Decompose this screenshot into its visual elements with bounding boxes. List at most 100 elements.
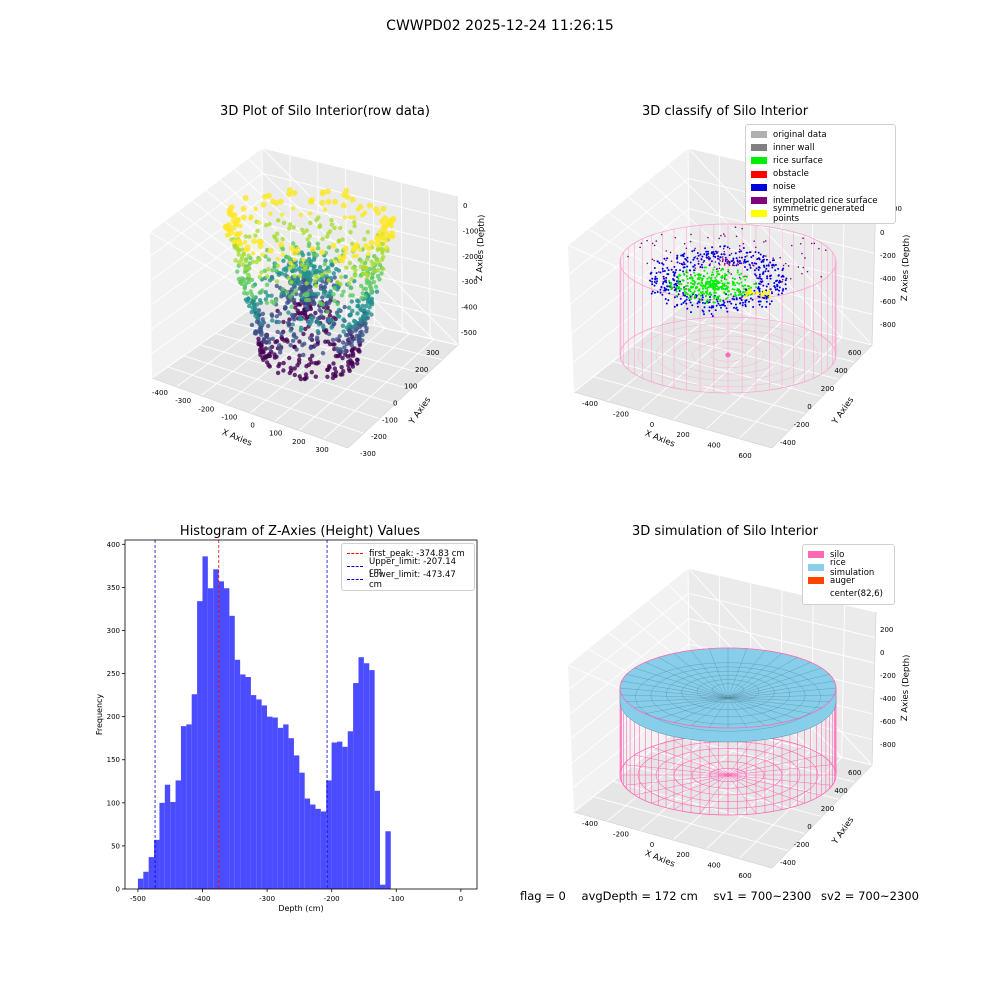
noise-point xyxy=(773,282,776,284)
grid-line xyxy=(667,163,842,338)
data-point xyxy=(266,257,271,262)
data-point xyxy=(253,329,258,334)
legend-entry: Lower_limit: -473.47 cm xyxy=(347,570,468,590)
grid-line xyxy=(631,345,823,397)
interp-point xyxy=(640,242,643,245)
data-point xyxy=(265,323,271,329)
rice-point xyxy=(675,294,678,297)
data-point xyxy=(249,214,254,219)
interp-point xyxy=(781,280,784,283)
z-tick-label: -600 xyxy=(880,718,896,726)
rice-point xyxy=(704,284,707,287)
noise-point xyxy=(707,250,709,253)
data-point xyxy=(346,367,352,372)
rice-point xyxy=(680,283,683,286)
noise-point xyxy=(753,289,756,292)
noise-point xyxy=(696,302,699,305)
noise-point xyxy=(677,293,680,296)
grid-line xyxy=(687,147,873,346)
legend-swatch xyxy=(751,183,767,191)
noise-point xyxy=(749,297,752,300)
noise-point xyxy=(732,259,735,261)
center-marker xyxy=(726,773,730,777)
floor-spoke xyxy=(673,740,729,776)
data-point xyxy=(301,352,306,358)
noise-point xyxy=(665,302,668,305)
noise-point xyxy=(720,306,722,309)
noise-point xyxy=(722,304,725,306)
noise-point xyxy=(682,266,685,269)
interp-point xyxy=(738,262,741,265)
noise-point xyxy=(723,301,726,304)
rice-point xyxy=(689,276,692,279)
data-point xyxy=(349,343,354,348)
noise-point xyxy=(759,277,762,280)
panel2-title: 3D classify of Silo Interior xyxy=(641,104,809,119)
data-point xyxy=(386,217,393,224)
histogram-bar xyxy=(175,780,181,889)
noise-point xyxy=(712,255,715,258)
data-point xyxy=(290,322,295,327)
data-point xyxy=(289,280,294,285)
rice-point xyxy=(668,280,671,282)
noise-point xyxy=(752,254,755,257)
interp-point xyxy=(732,263,734,266)
legend-label: center(82,6) xyxy=(830,589,883,600)
noise-point xyxy=(688,269,691,272)
data-point xyxy=(337,258,343,263)
panel1-points xyxy=(222,187,397,382)
rice-point xyxy=(728,290,730,293)
rice-point xyxy=(691,283,694,285)
interp-point xyxy=(742,262,745,264)
noise-point xyxy=(740,256,743,259)
data-point xyxy=(260,317,265,322)
data-point xyxy=(246,265,251,270)
rice-point xyxy=(721,268,724,271)
data-point xyxy=(342,254,347,260)
data-point xyxy=(309,360,314,365)
noise-point xyxy=(726,310,729,313)
rice-point xyxy=(718,295,721,298)
surface-mesh xyxy=(727,687,837,699)
data-point xyxy=(257,220,262,225)
data-point xyxy=(300,227,305,232)
data-point xyxy=(308,345,313,351)
rice-point xyxy=(740,293,743,295)
data-point xyxy=(319,309,324,314)
axis-edge xyxy=(456,195,459,346)
noise-point xyxy=(748,251,751,254)
z-tick-label-partial: 00 xyxy=(893,205,902,213)
noise-point xyxy=(697,262,700,265)
interp-point xyxy=(689,240,692,243)
data-point xyxy=(340,323,346,328)
legend-line xyxy=(347,553,363,555)
noise-point xyxy=(726,246,729,249)
grid-line xyxy=(567,244,691,301)
y-tick-label: 300 xyxy=(107,627,120,635)
noise-point xyxy=(661,262,664,265)
data-point xyxy=(303,326,308,332)
noise-point xyxy=(673,274,676,277)
data-point xyxy=(287,226,292,231)
noise-point xyxy=(686,307,689,310)
noise-point xyxy=(764,270,767,273)
interp-point xyxy=(727,261,729,263)
data-point xyxy=(259,343,264,348)
rice-point xyxy=(704,295,707,298)
rice-point xyxy=(682,279,685,282)
data-point xyxy=(274,298,279,303)
rice-point xyxy=(687,297,690,300)
rice-point xyxy=(678,273,681,276)
data-point xyxy=(269,312,274,317)
rice-point xyxy=(697,293,700,296)
data-point xyxy=(279,331,284,337)
legend-swatch xyxy=(808,551,824,559)
rice-point xyxy=(706,289,709,292)
noise-point xyxy=(779,281,782,283)
data-point xyxy=(334,337,340,342)
data-point xyxy=(286,275,291,281)
noise-point xyxy=(656,277,658,280)
symmetric-point xyxy=(768,296,771,299)
legend-swatch xyxy=(751,197,767,205)
axis-edge xyxy=(347,344,459,449)
